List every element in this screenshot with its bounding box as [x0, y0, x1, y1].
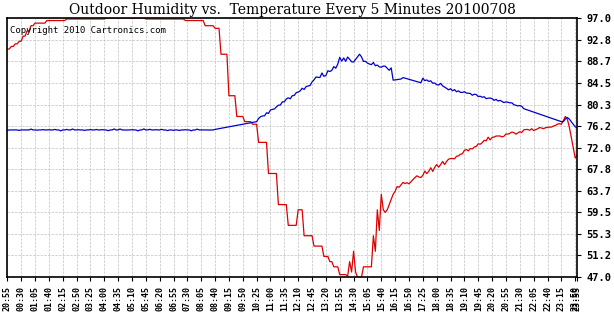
Title: Outdoor Humidity vs.  Temperature Every 5 Minutes 20100708: Outdoor Humidity vs. Temperature Every 5…	[69, 3, 516, 17]
Text: Copyright 2010 Cartronics.com: Copyright 2010 Cartronics.com	[10, 26, 166, 35]
